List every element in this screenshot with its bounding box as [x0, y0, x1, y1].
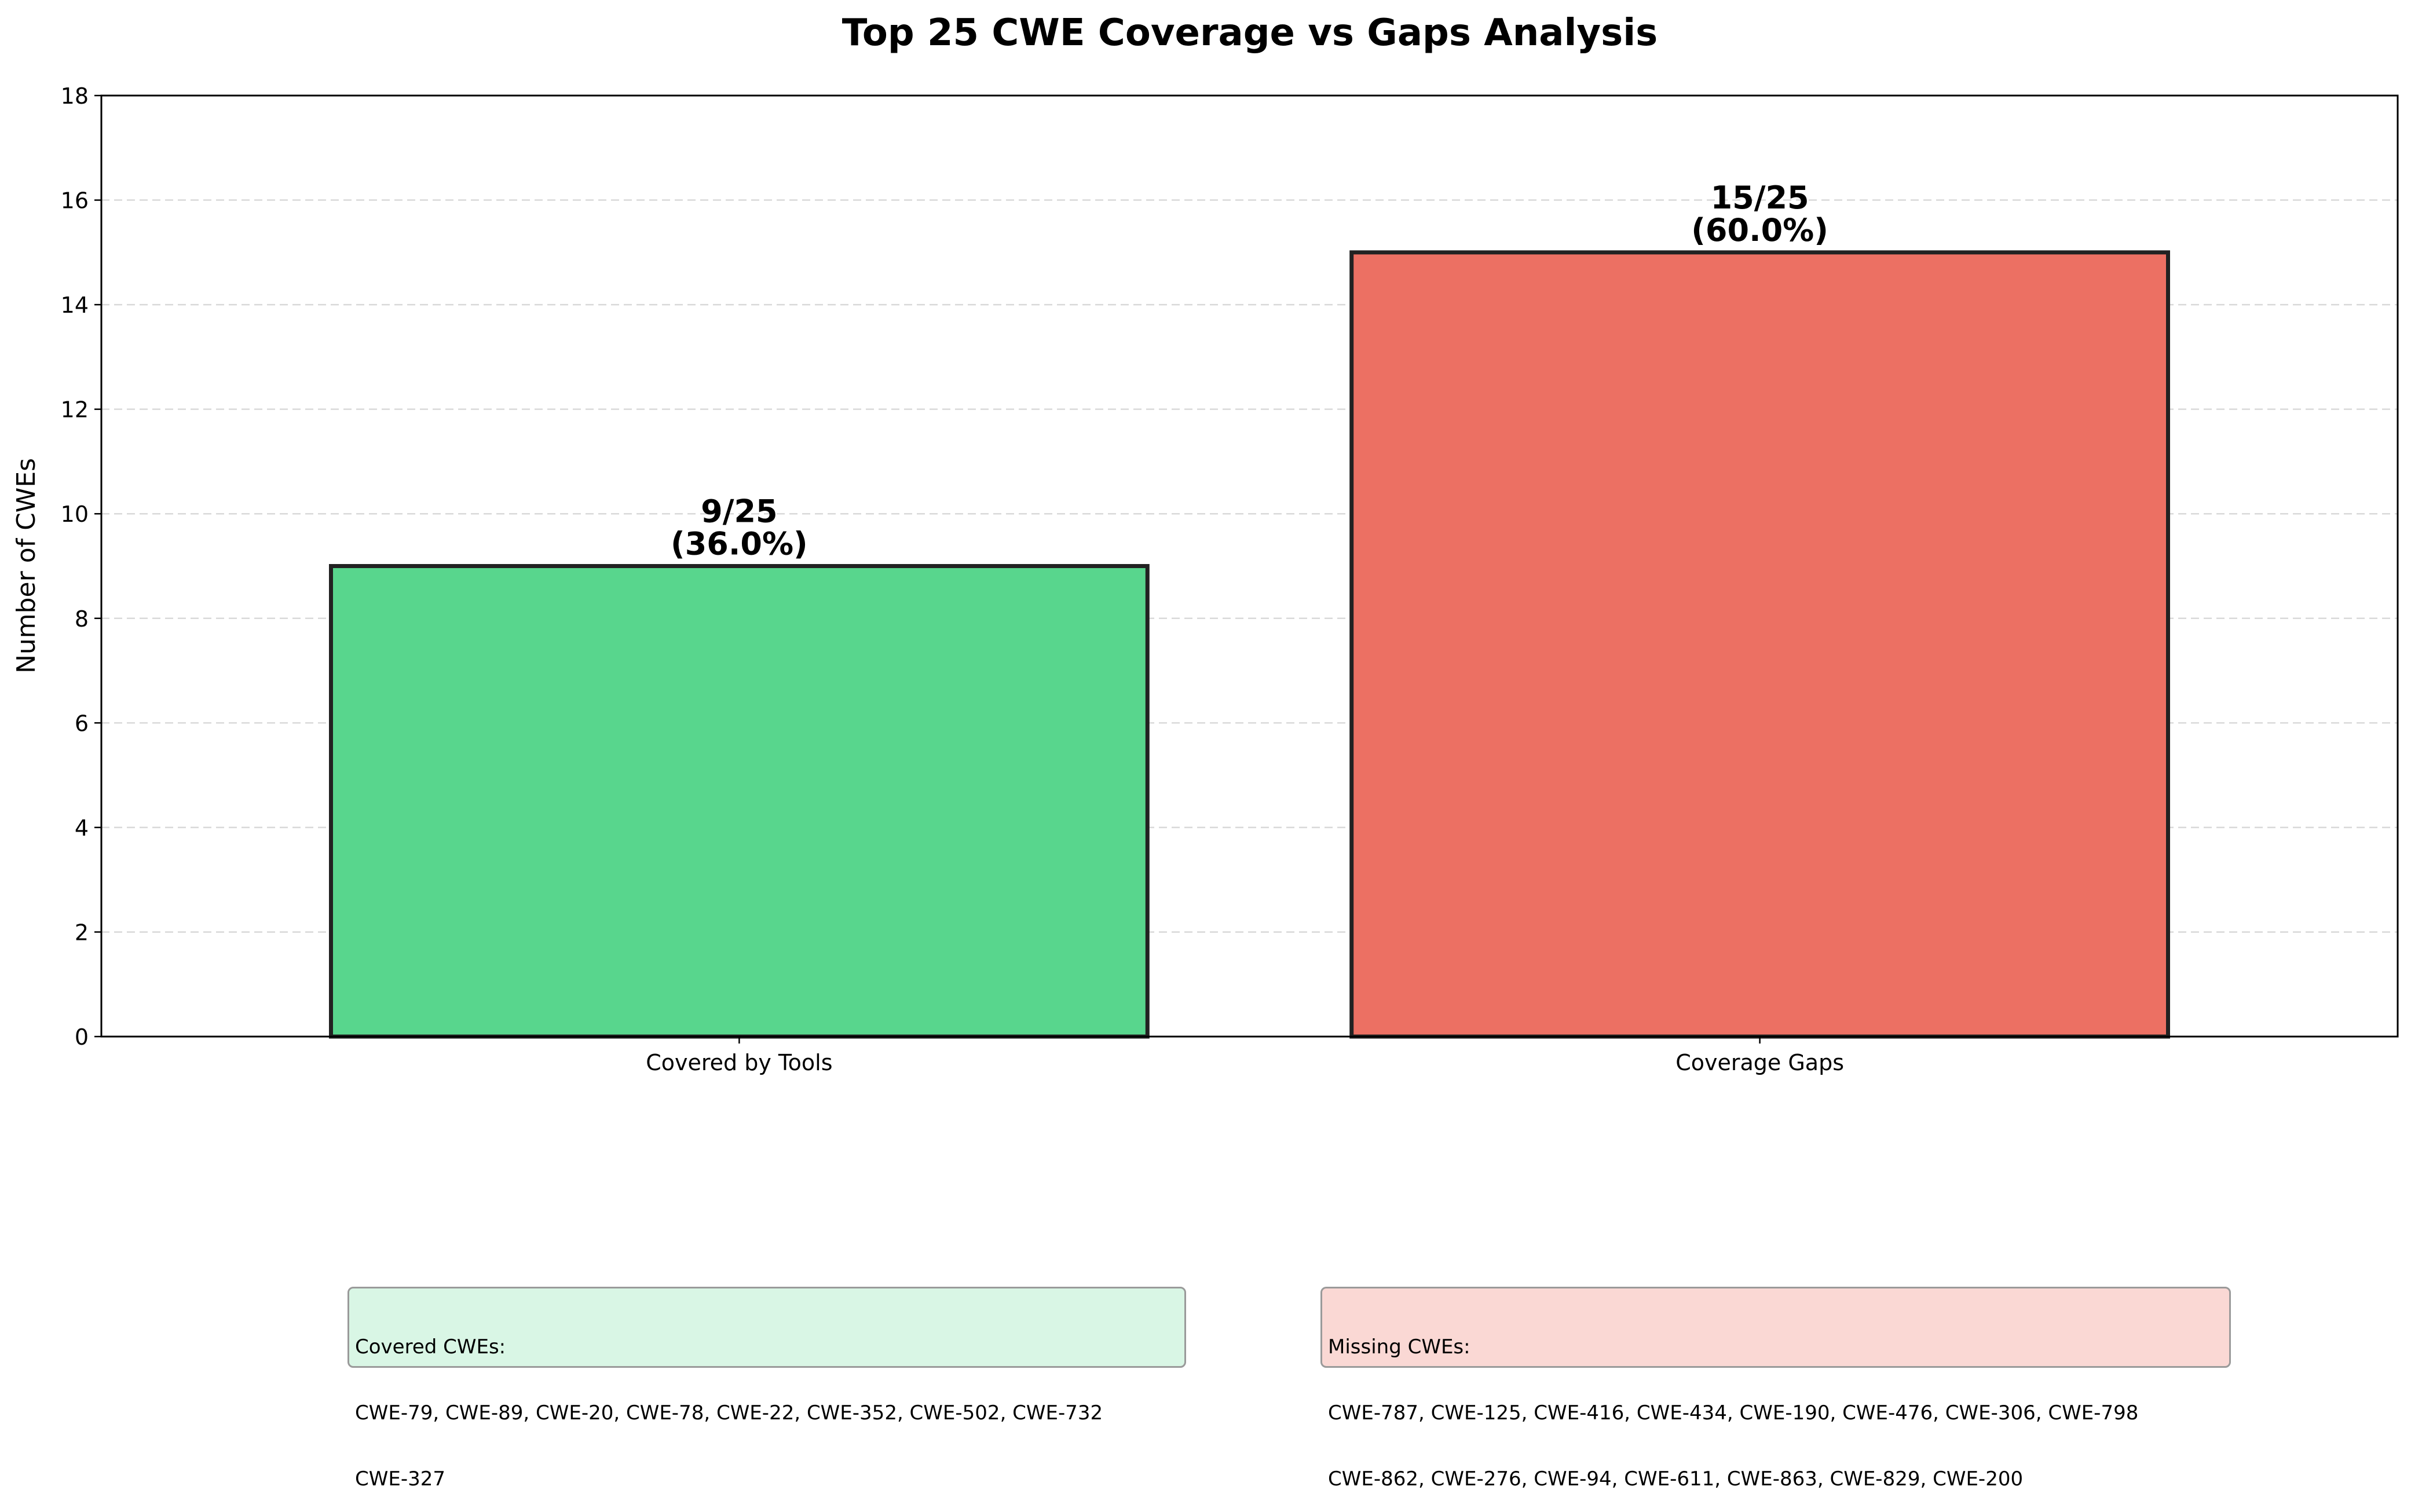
- bar-value-labels: 9/25(36.0%) 15/25(60.0%): [671, 180, 1828, 562]
- y-tick-label: 4: [75, 815, 89, 841]
- covered-cwes-line: CWE-79, CWE-89, CWE-20, CWE-78, CWE-22, …: [355, 1401, 1103, 1425]
- missing-cwes-line: CWE-787, CWE-125, CWE-416, CWE-434, CWE-…: [1328, 1401, 2139, 1425]
- covered-cwes-box: Covered CWEs: CWE-79, CWE-89, CWE-20, CW…: [347, 1287, 1186, 1490]
- x-tick-label: Covered by Tools: [646, 1050, 832, 1075]
- bar-value-label: 15/25: [1711, 180, 1809, 216]
- covered-cwes-title: Covered CWEs:: [355, 1335, 506, 1359]
- missing-cwes-title: Missing CWEs:: [1328, 1335, 1470, 1359]
- bar: [329, 564, 1150, 1039]
- y-tick-label: 10: [61, 501, 89, 527]
- chart: Top 25 CWE Coverage vs Gaps Analysis 0 2 4…: [12, 12, 2399, 1075]
- y-tick-label: 0: [75, 1024, 89, 1050]
- y-tick-label: 18: [61, 83, 89, 109]
- missing-cwes-box: Missing CWEs: CWE-787, CWE-125, CWE-416,…: [1320, 1287, 2231, 1490]
- x-tick-label: Coverage Gaps: [1675, 1050, 1844, 1075]
- plot-frame: [100, 94, 2399, 1038]
- bars: [329, 250, 2170, 1039]
- missing-cwes-line: CWE-862, CWE-276, CWE-94, CWE-611, CWE-8…: [1328, 1467, 2024, 1491]
- bar-value-label: (60.0%): [1691, 212, 1828, 248]
- y-tick-label: 2: [75, 920, 89, 945]
- y-tick-label: 12: [61, 397, 89, 423]
- covered-cwes-line: CWE-327: [355, 1467, 446, 1491]
- bar-value-label: (36.0%): [671, 526, 808, 562]
- chart-title: Top 25 CWE Coverage vs Gaps Analysis: [842, 12, 1658, 54]
- axes: 0 2 4 6 8 10 12 14 16 18 Covered by Tools Coverage …: [61, 83, 1844, 1075]
- y-axis-label: Number of CWEs: [12, 458, 41, 673]
- bar: [1349, 250, 2170, 1039]
- y-tick-label: 6: [75, 711, 89, 736]
- y-tick-label: 16: [61, 188, 89, 214]
- y-tick-label: 8: [75, 606, 89, 632]
- y-tick-label: 14: [61, 292, 89, 318]
- bar-value-label: 9/25: [701, 493, 777, 530]
